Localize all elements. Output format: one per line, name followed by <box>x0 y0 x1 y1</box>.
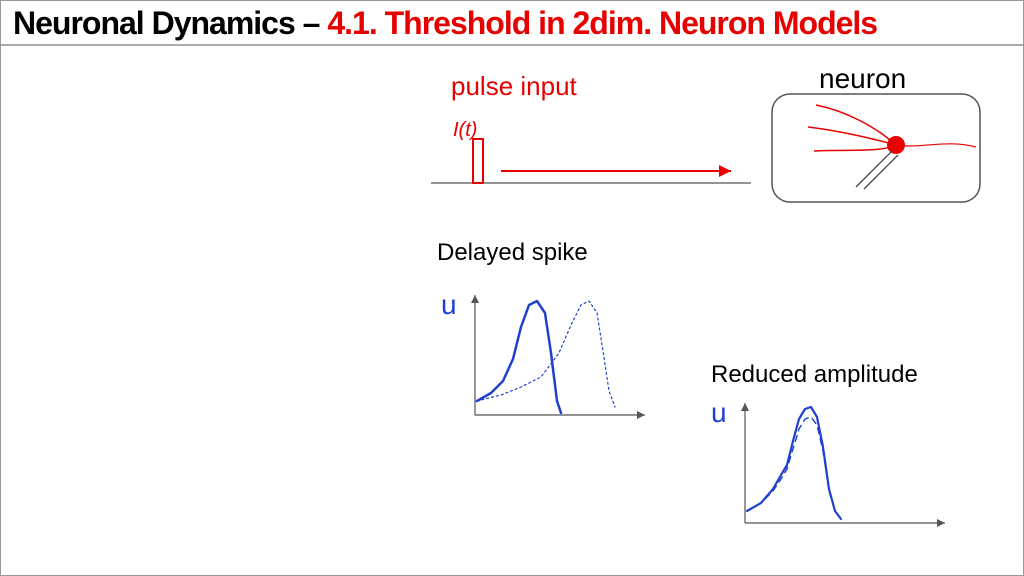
title-prefix: Neuronal Dynamics – <box>13 5 327 41</box>
label-u-axis-1: u <box>441 289 457 321</box>
pulse-input-diagram <box>431 131 751 201</box>
reduced-amplitude-chart <box>741 399 951 529</box>
title-suffix: 4.1. Threshold in 2dim. Neuron Models <box>327 5 877 41</box>
label-pulse-input: pulse input <box>451 71 577 102</box>
label-u-axis-2: u <box>711 397 727 429</box>
label-delayed-spike: Delayed spike <box>437 239 588 267</box>
label-neuron: neuron <box>819 63 906 95</box>
neuron-diagram <box>771 93 981 203</box>
label-reduced-amplitude: Reduced amplitude <box>711 361 918 389</box>
delayed-spike-chart <box>471 291 651 421</box>
title-bar: Neuronal Dynamics – 4.1. Threshold in 2d… <box>1 1 1023 46</box>
